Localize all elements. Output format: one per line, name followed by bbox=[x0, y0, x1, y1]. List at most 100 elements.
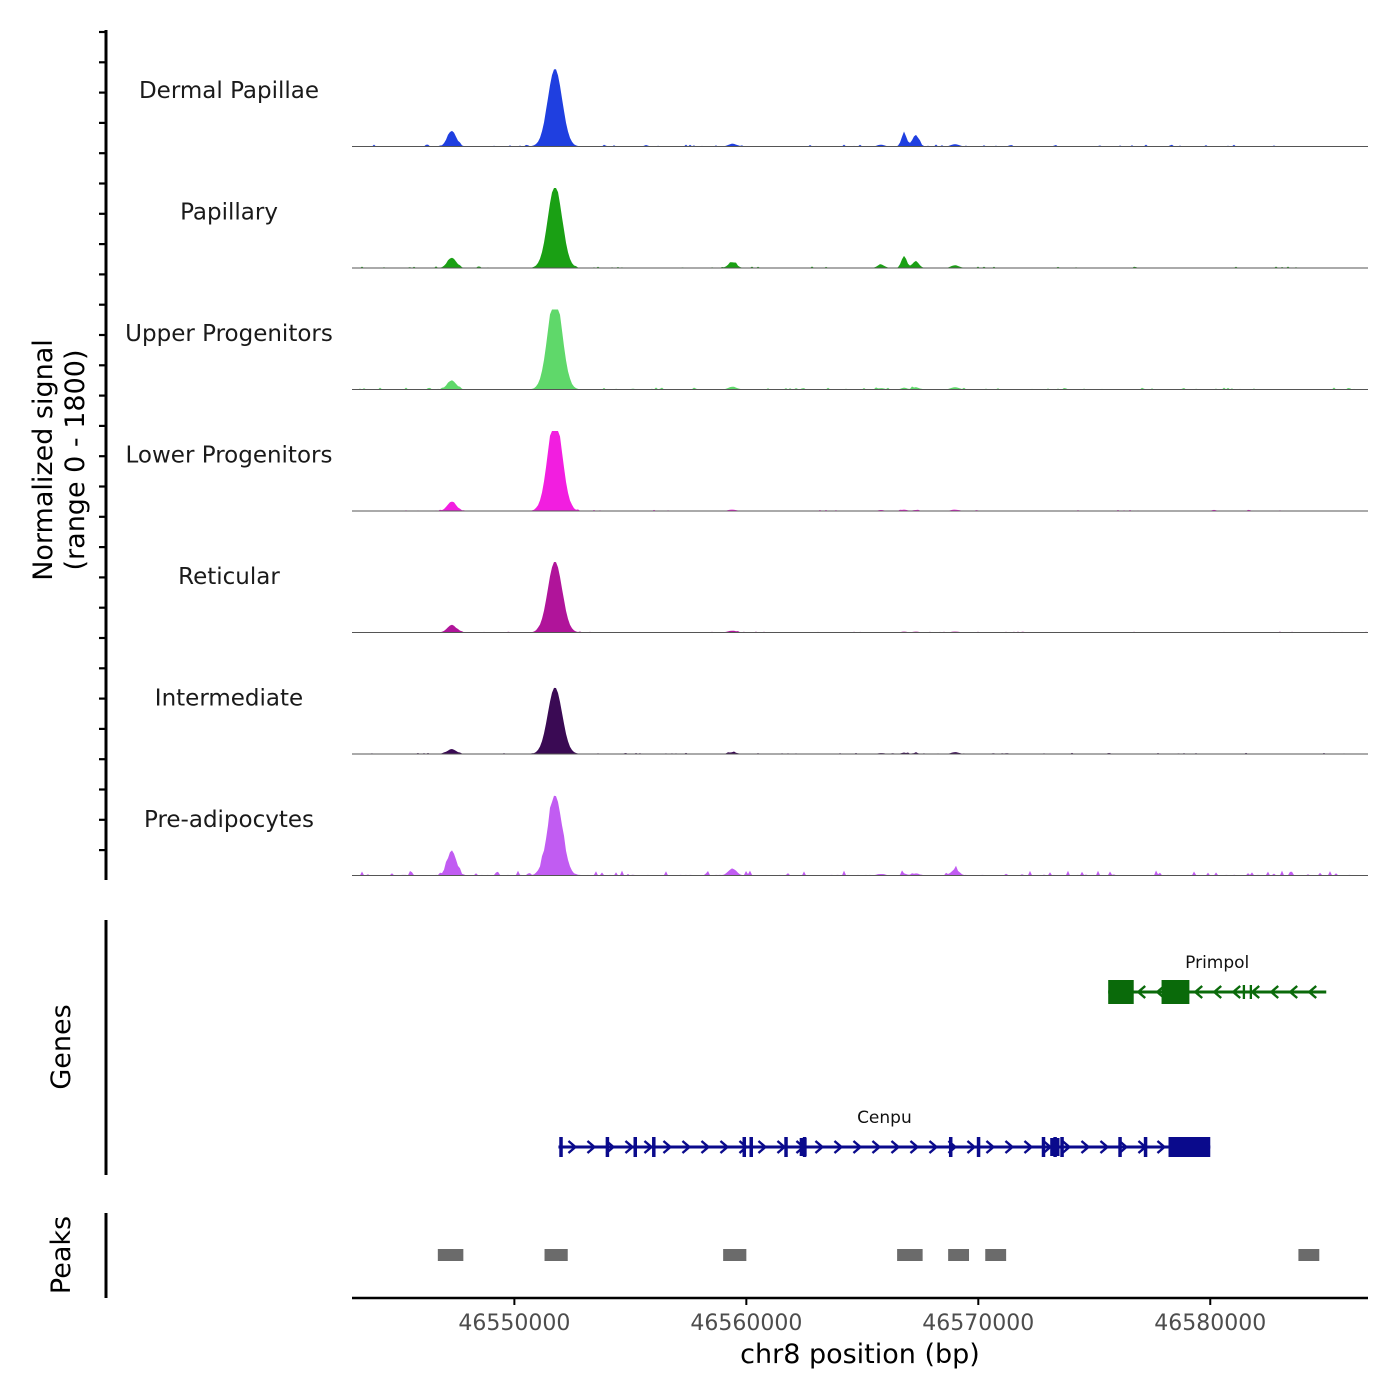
exon bbox=[559, 1137, 563, 1157]
coverage-track: Pre-adipocytes bbox=[144, 795, 1368, 876]
strand-arrow bbox=[662, 1140, 673, 1154]
signal-area bbox=[352, 795, 1368, 876]
exon bbox=[1050, 1138, 1060, 1156]
genes-track-label: Genes bbox=[46, 1004, 77, 1089]
exon bbox=[749, 1137, 753, 1157]
track-label: Reticular bbox=[178, 564, 280, 590]
exon bbox=[633, 1137, 637, 1157]
strand-arrow bbox=[1099, 1140, 1110, 1154]
exon bbox=[1143, 1137, 1148, 1157]
signal-area bbox=[352, 431, 1368, 511]
exon bbox=[742, 1137, 747, 1157]
coverage-track: Intermediate bbox=[155, 686, 1368, 755]
track-label: Upper Progenitors bbox=[125, 321, 333, 347]
x-tick-label: 46560000 bbox=[690, 1311, 802, 1336]
y-axis-title-line2: (range 0 - 1800) bbox=[60, 350, 91, 571]
peak-region bbox=[948, 1249, 970, 1261]
peak-region bbox=[985, 1249, 1007, 1261]
strand-arrow bbox=[757, 1140, 768, 1154]
peak-region bbox=[437, 1249, 464, 1261]
coverage-track: Reticular bbox=[178, 562, 1368, 633]
signal-area bbox=[352, 309, 1368, 390]
gene-model: Primpol bbox=[1108, 953, 1327, 1004]
coverage-track: Dermal Papillae bbox=[139, 69, 1368, 147]
strand-arrow bbox=[1307, 985, 1317, 999]
peaks-track-label: Peaks bbox=[46, 1216, 77, 1294]
track-label: Lower Progenitors bbox=[126, 443, 333, 469]
strand-arrow bbox=[567, 1140, 578, 1154]
strand-arrow bbox=[890, 1140, 901, 1154]
strand-arrow bbox=[586, 1140, 597, 1154]
strand-arrow bbox=[643, 1140, 654, 1154]
strand-arrow bbox=[814, 1140, 825, 1154]
peak-region bbox=[544, 1249, 568, 1261]
exon bbox=[1060, 1137, 1064, 1157]
exon bbox=[948, 1137, 953, 1157]
strand-arrow bbox=[700, 1140, 711, 1154]
y-axis-title-line1: Normalized signal bbox=[28, 339, 59, 581]
peak-region bbox=[897, 1249, 923, 1261]
strand-arrow bbox=[1269, 985, 1279, 999]
exon bbox=[1118, 1137, 1122, 1157]
peak-region bbox=[1298, 1249, 1320, 1261]
strand-arrow bbox=[985, 1140, 996, 1154]
strand-arrow bbox=[966, 1140, 977, 1154]
strand-arrow bbox=[928, 1140, 939, 1154]
peaks-track bbox=[437, 1249, 1320, 1261]
strand-arrow bbox=[624, 1140, 635, 1154]
signal-area bbox=[352, 562, 1368, 633]
track-label: Pre-adipocytes bbox=[144, 807, 314, 833]
exon bbox=[1242, 985, 1246, 999]
peak-region bbox=[723, 1249, 747, 1261]
x-axis-title: chr8 position (bp) bbox=[740, 1339, 980, 1370]
strand-arrow bbox=[852, 1140, 863, 1154]
strand-arrow bbox=[1288, 985, 1298, 999]
gene-name: Primpol bbox=[1185, 953, 1249, 973]
strand-arrow bbox=[871, 1140, 882, 1154]
strand-arrow bbox=[1080, 1140, 1091, 1154]
x-tick-label: 46570000 bbox=[922, 1311, 1034, 1336]
gene-model: Cenpu bbox=[558, 1108, 1211, 1157]
coverage-y-axis-ticks bbox=[99, 30, 106, 852]
strand-arrow bbox=[1193, 985, 1203, 999]
exon bbox=[976, 1137, 981, 1157]
strand-arrow bbox=[681, 1140, 692, 1154]
coverage-track: Papillary bbox=[180, 188, 1368, 269]
coverage-track: Upper Progenitors bbox=[125, 309, 1368, 390]
track-label: Dermal Papillae bbox=[139, 78, 319, 104]
exon bbox=[799, 1138, 807, 1156]
exon bbox=[1249, 985, 1253, 999]
exon bbox=[605, 1137, 610, 1157]
strand-arrow bbox=[1156, 1140, 1167, 1154]
y-axis-title: Normalized signal (range 0 - 1800) bbox=[28, 339, 91, 581]
coverage-tracks: Dermal Papillae Papillary Upper Progenitor… bbox=[125, 69, 1368, 876]
x-tick-label: 46550000 bbox=[458, 1311, 570, 1336]
x-tick-label: 46580000 bbox=[1154, 1311, 1266, 1336]
signal-area bbox=[352, 687, 1368, 754]
exon bbox=[1041, 1137, 1046, 1157]
strand-arrow bbox=[738, 1140, 749, 1154]
exon bbox=[784, 1137, 788, 1157]
strand-arrow bbox=[1212, 985, 1222, 999]
strand-arrow bbox=[909, 1140, 920, 1154]
exon bbox=[652, 1137, 656, 1157]
strand-arrow bbox=[1231, 985, 1241, 999]
exon bbox=[1161, 980, 1190, 1004]
strand-arrow bbox=[719, 1140, 730, 1154]
x-axis-ticks: 46550000 46560000 46570000 46580000 bbox=[458, 1298, 1266, 1336]
signal-area bbox=[352, 188, 1368, 268]
gene-name: Cenpu bbox=[857, 1108, 912, 1128]
track-label: Papillary bbox=[180, 200, 278, 226]
strand-arrow bbox=[1004, 1140, 1015, 1154]
genes-track: Primpol Cenpu bbox=[558, 953, 1327, 1157]
track-label: Intermediate bbox=[155, 686, 303, 712]
signal-area bbox=[352, 69, 1368, 147]
strand-arrow bbox=[1023, 1140, 1034, 1154]
exon bbox=[1168, 1137, 1211, 1157]
strand-arrow bbox=[1250, 985, 1260, 999]
strand-arrow bbox=[1061, 1140, 1072, 1154]
coverage-track: Lower Progenitors bbox=[126, 431, 1368, 512]
exon bbox=[1108, 980, 1134, 1004]
strand-arrow bbox=[1136, 985, 1146, 999]
